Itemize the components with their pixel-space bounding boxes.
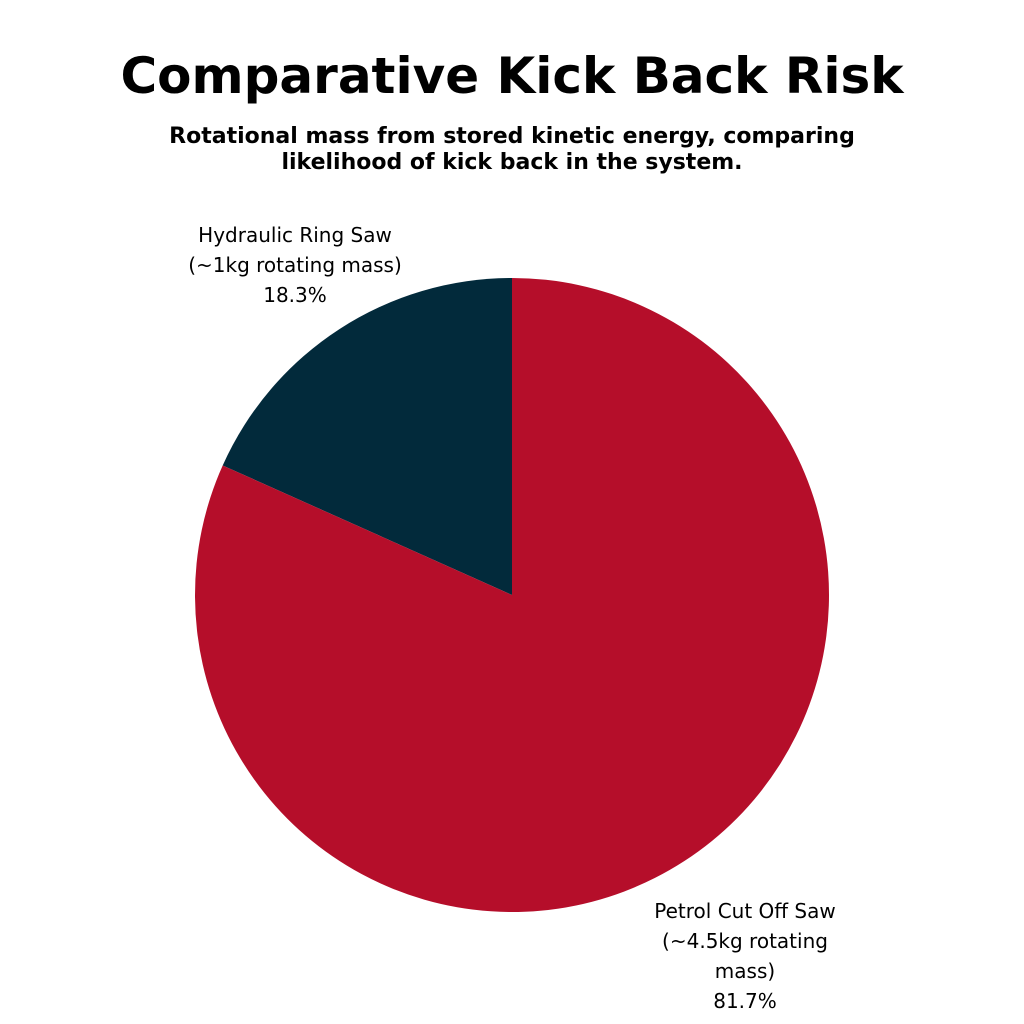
slice-label-petrol-detail-line-1: (~4.5kg rotating (662, 929, 828, 953)
chart-subtitle: Rotational mass from stored kinetic ener… (169, 124, 855, 175)
pie-slice-petrol-cut-off-saw (195, 278, 830, 912)
chart-title: Comparative Kick Back Risk (120, 47, 904, 105)
slice-label-hydraulic-name: Hydraulic Ring Saw (198, 223, 392, 247)
slice-label-hydraulic-value: 18.3% (263, 283, 327, 307)
slice-label-hydraulic-detail: (~1kg rotating mass) (188, 253, 402, 277)
pie-slice-hydraulic-ring-saw (222, 278, 512, 595)
slice-label-petrol-detail-line-2: mass) (714, 959, 776, 983)
slice-label-petrol: Petrol Cut Off Saw (~4.5kg rotating mass… (620, 896, 870, 1016)
slice-label-petrol-name: Petrol Cut Off Saw (654, 899, 836, 923)
slice-label-hydraulic: Hydraulic Ring Saw (~1kg rotating mass) … (150, 220, 440, 310)
slice-label-petrol-value: 81.7% (713, 989, 777, 1013)
